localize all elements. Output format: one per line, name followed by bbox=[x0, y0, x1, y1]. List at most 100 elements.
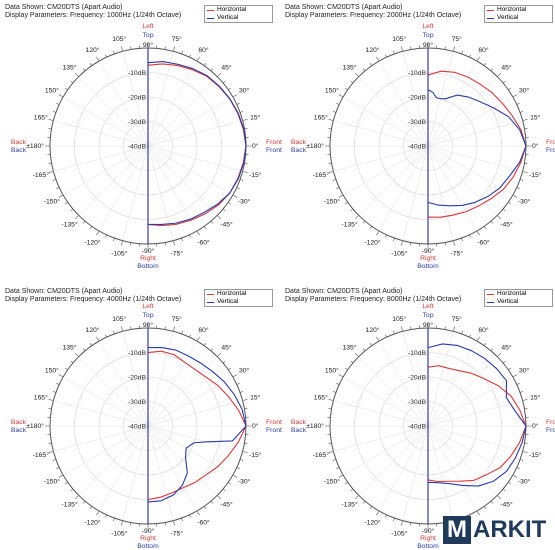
angle-tick bbox=[522, 399, 528, 401]
angle-tick bbox=[385, 514, 387, 518]
legend-label: Vertical bbox=[497, 298, 519, 305]
angle-tick bbox=[497, 72, 502, 77]
angle-tick bbox=[48, 451, 54, 453]
legend-label: Vertical bbox=[497, 14, 519, 21]
chart-legend: Horizontal Vertical bbox=[484, 289, 553, 307]
angle-spoke bbox=[343, 425, 429, 476]
angle-spoke bbox=[147, 120, 243, 147]
data-shown-text: Data Shown: CM20DTS (Apart Audio) bbox=[285, 4, 403, 11]
angle-spoke bbox=[147, 76, 218, 147]
angle-label: 15° bbox=[530, 393, 541, 401]
angle-tick bbox=[362, 68, 366, 72]
angle-label: 60° bbox=[198, 326, 209, 334]
angle-label: -60° bbox=[197, 238, 210, 246]
angle-spoke bbox=[333, 400, 429, 427]
angle-tick bbox=[328, 451, 334, 453]
legend-entry: Horizontal bbox=[485, 6, 552, 14]
angle-label: -165° bbox=[313, 171, 330, 179]
angle-tick bbox=[130, 522, 132, 526]
angle-spoke bbox=[147, 145, 233, 196]
radial-label: -30dB bbox=[128, 119, 147, 126]
angle-spoke bbox=[98, 145, 149, 231]
angle-spoke bbox=[402, 331, 429, 427]
angle-tick bbox=[113, 237, 115, 242]
angle-tick bbox=[362, 348, 366, 352]
angle-label: -105° bbox=[391, 529, 408, 537]
angle-spoke bbox=[63, 96, 149, 147]
angle-label: 105° bbox=[112, 35, 126, 43]
radial-label: -40dB bbox=[128, 424, 147, 431]
angle-spoke bbox=[147, 51, 174, 147]
angle-label: -120° bbox=[364, 238, 381, 246]
angle-tick bbox=[89, 506, 93, 509]
angle-tick bbox=[502, 488, 506, 492]
angle-spoke bbox=[147, 145, 198, 231]
angle-tick bbox=[483, 226, 487, 229]
angle-spoke bbox=[147, 145, 243, 172]
angle-label: 0° bbox=[532, 422, 539, 430]
angle-label: 105° bbox=[112, 315, 126, 323]
angle-tick bbox=[453, 240, 455, 246]
legend-swatch bbox=[207, 17, 214, 19]
chart-legend: Horizontal Vertical bbox=[484, 5, 553, 23]
angle-tick bbox=[130, 242, 132, 246]
angle-tick bbox=[239, 391, 244, 393]
angle-label: 165° bbox=[34, 393, 48, 401]
angle-tick bbox=[242, 399, 248, 401]
direction-label: Front bbox=[546, 419, 555, 426]
angle-tick bbox=[519, 179, 524, 181]
angle-tick bbox=[401, 520, 403, 526]
display-parameters-text: Display Parameters: Frequency: 4000Hz (1… bbox=[5, 296, 182, 303]
logo-text: ARKIT bbox=[473, 516, 546, 544]
angle-label: -90° bbox=[142, 247, 155, 255]
angle-spoke bbox=[147, 400, 243, 427]
display-parameters-text: Display Parameters: Frequency: 8000Hz (1… bbox=[285, 296, 462, 303]
angle-tick bbox=[89, 226, 93, 229]
angle-label: 135° bbox=[62, 344, 76, 352]
angle-tick bbox=[48, 162, 52, 164]
angle-tick bbox=[483, 506, 487, 509]
direction-label: Right bbox=[140, 255, 156, 262]
angle-tick bbox=[401, 326, 403, 332]
angle-tick bbox=[376, 510, 380, 516]
radial-label: -20dB bbox=[128, 95, 147, 102]
angle-tick bbox=[393, 50, 395, 55]
angle-label: -15° bbox=[529, 171, 542, 179]
direction-label: Front bbox=[546, 139, 555, 146]
angle-label: 120° bbox=[85, 326, 99, 334]
angle-tick bbox=[476, 336, 480, 342]
angle-tick bbox=[130, 326, 132, 330]
angle-label: -120° bbox=[364, 518, 381, 526]
angle-tick bbox=[82, 500, 86, 504]
angle-tick bbox=[354, 352, 359, 357]
angle-tick bbox=[244, 162, 248, 164]
angle-tick bbox=[89, 343, 93, 346]
legend-swatch bbox=[487, 9, 494, 11]
angle-tick bbox=[232, 194, 238, 198]
angle-tick bbox=[385, 54, 387, 58]
legend-swatch bbox=[207, 301, 214, 303]
angle-tick bbox=[196, 510, 200, 516]
direction-label: Front bbox=[546, 147, 555, 154]
angle-tick bbox=[490, 220, 494, 224]
logo-text-main: ARKIT bbox=[473, 516, 547, 543]
angle-tick bbox=[522, 171, 528, 173]
radial-label: -20dB bbox=[408, 95, 427, 102]
angle-label: -135° bbox=[341, 501, 358, 509]
angle-tick bbox=[369, 226, 373, 229]
angle-label: -150° bbox=[324, 478, 341, 486]
angle-spoke bbox=[122, 51, 149, 147]
angle-tick bbox=[497, 495, 502, 500]
angle-tick bbox=[469, 234, 471, 238]
radial-label: -10dB bbox=[128, 350, 147, 357]
angle-label: 90° bbox=[143, 321, 154, 329]
angle-tick bbox=[130, 46, 132, 50]
legend-label: Horizontal bbox=[497, 6, 527, 13]
angle-spoke bbox=[427, 376, 513, 427]
angle-label: 15° bbox=[250, 113, 261, 121]
angle-spoke bbox=[402, 145, 429, 241]
angle-tick bbox=[502, 80, 506, 84]
angle-label: ±180° bbox=[306, 422, 324, 430]
angle-spoke bbox=[333, 145, 429, 172]
angle-spoke bbox=[147, 425, 243, 452]
